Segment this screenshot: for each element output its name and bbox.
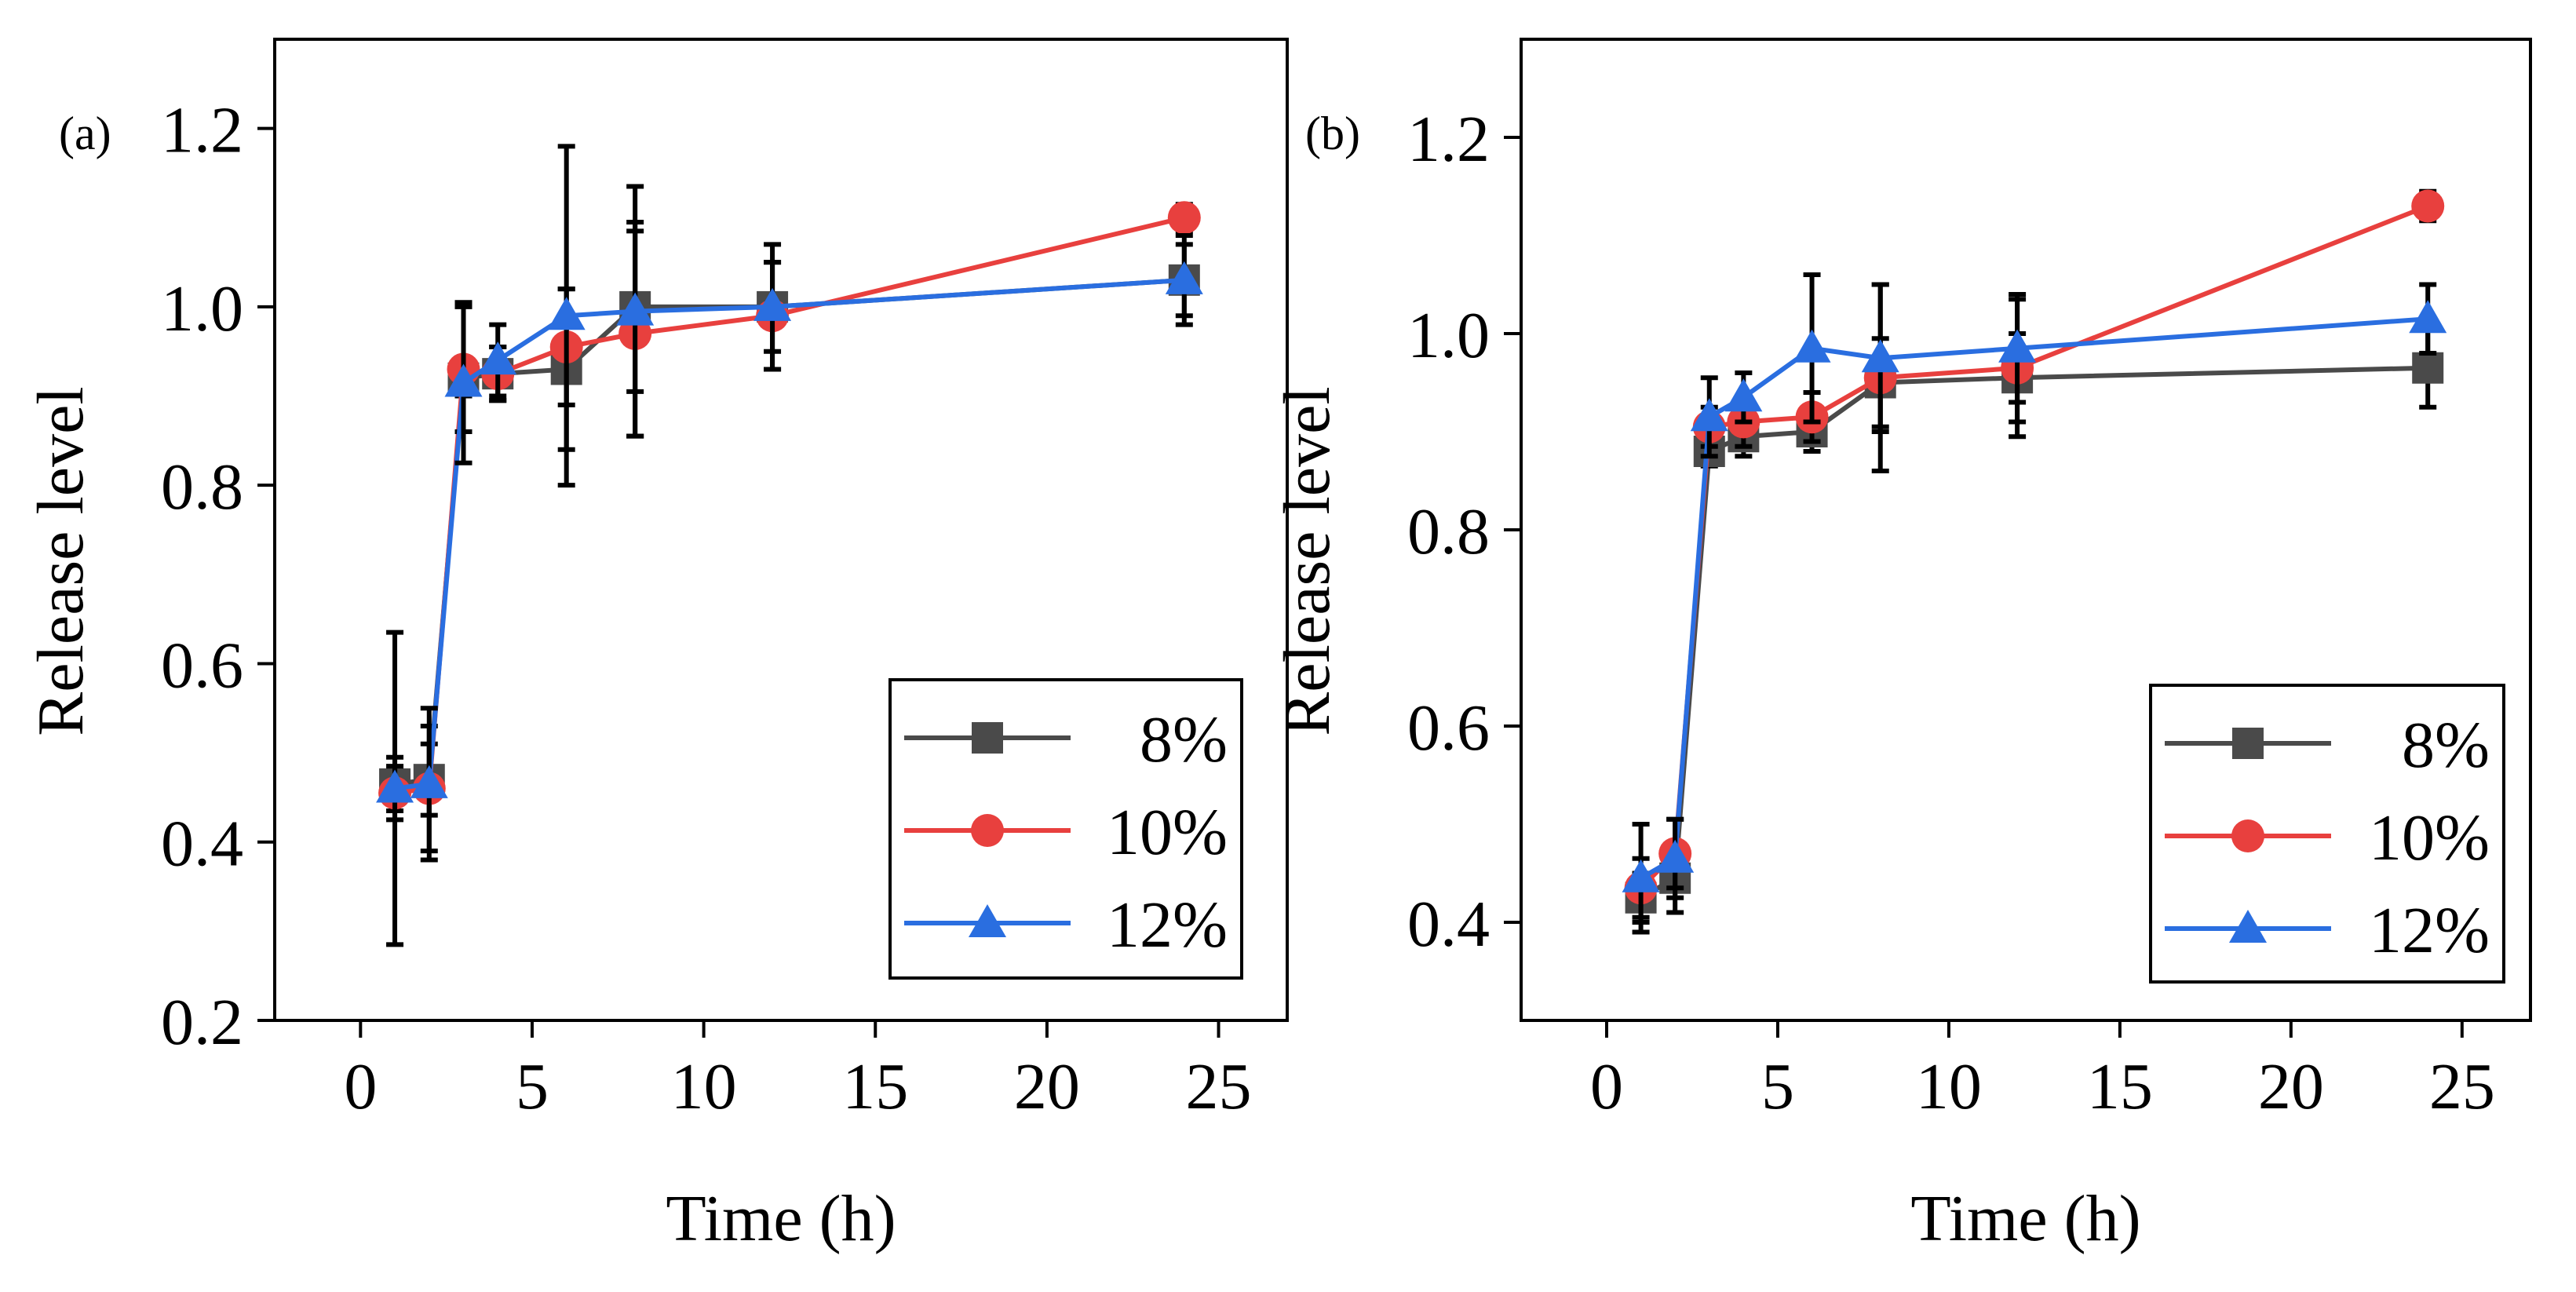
data-point — [547, 297, 586, 330]
data-point — [410, 765, 448, 798]
legend-marker — [969, 904, 1006, 937]
legend-marker — [2229, 910, 2267, 943]
panel-a: 0 5 10 15 20 25 0.2 0.4 0.6 0.8 1.0 1.2 Time (h) Rele… — [24, 38, 1289, 1255]
x-tick-label: 10 — [671, 1050, 737, 1123]
plot-frame — [273, 38, 1289, 1022]
data-point — [444, 363, 483, 397]
legend: 8% 10% 12% — [888, 678, 1243, 980]
x-tick-label: 20 — [2258, 1050, 2324, 1123]
legend-label: 8% — [1140, 703, 1228, 776]
legend-item-10%: 10% — [904, 796, 1228, 869]
x-tick-label: 0 — [1590, 1050, 1623, 1123]
data-point — [1690, 398, 1728, 432]
data-point — [1793, 329, 1831, 363]
data-point — [2412, 352, 2444, 384]
data-point — [1998, 329, 2037, 363]
data-point — [479, 341, 517, 375]
y-tick-label: 0.8 — [161, 451, 243, 524]
y-tick-label: 0.6 — [1407, 692, 1490, 765]
x-tick-label: 5 — [1761, 1050, 1794, 1123]
legend-marker — [972, 722, 1003, 754]
data-point — [1861, 339, 1899, 373]
y-tick-label: 1.0 — [1407, 299, 1490, 372]
data-point — [1656, 839, 1695, 873]
y-tick-label: 1.2 — [1407, 103, 1490, 176]
y-tick-label: 0.2 — [161, 986, 243, 1059]
panel-label: (a) — [59, 108, 111, 159]
data-point — [1165, 261, 1203, 294]
legend-item-8%: 8% — [904, 703, 1228, 776]
data-point — [1167, 201, 1201, 235]
y-axis-label: Release level — [1271, 386, 1344, 735]
y-axis-label: Release level — [24, 386, 97, 735]
data-point — [376, 769, 414, 803]
panel-label: (b) — [1305, 108, 1360, 159]
legend-marker — [2231, 819, 2264, 852]
x-tick-label: 5 — [516, 1050, 549, 1123]
legend-marker — [971, 814, 1004, 847]
series-line — [1640, 316, 2428, 881]
x-tick-label: 15 — [842, 1050, 908, 1123]
series-12% — [1622, 272, 2447, 935]
legend-item-12%: 12% — [2165, 894, 2490, 967]
x-tick-label: 0 — [344, 1050, 377, 1123]
x-tick-label: 20 — [1014, 1050, 1080, 1123]
legend-label: 8% — [2402, 709, 2490, 782]
legend-label: 12% — [1107, 889, 1228, 962]
y-tick-label: 0.4 — [161, 808, 243, 881]
x-tick-label: 15 — [2087, 1050, 2153, 1123]
data-point — [2409, 300, 2447, 334]
data-point — [1622, 859, 1660, 892]
x-axis-label: Time (h) — [666, 1182, 896, 1255]
x-axis-label: Time (h) — [1910, 1182, 2140, 1255]
legend: 8% 10% 12% — [2149, 684, 2505, 984]
legend-label: 10% — [1107, 796, 1228, 869]
y-tick-label: 1.2 — [161, 94, 243, 167]
legend-item-12%: 12% — [904, 889, 1228, 962]
data-point — [753, 287, 792, 321]
data-point — [616, 292, 655, 326]
legend-marker — [2232, 728, 2264, 759]
legend-item-10%: 10% — [2165, 801, 2490, 874]
series-line — [394, 277, 1185, 791]
y-tick-label: 0.6 — [161, 629, 243, 702]
x-tick-label: 25 — [2429, 1050, 2495, 1123]
y-tick-label: 0.4 — [1407, 888, 1490, 961]
x-tick-label: 10 — [1916, 1050, 1982, 1123]
panel-b: 0 5 10 15 20 25 0.4 0.6 0.8 1.0 1.2 Time (h) Release… — [1271, 38, 2532, 1255]
data-point — [1724, 378, 1763, 412]
y-tick-label: 0.8 — [1407, 495, 1490, 568]
y-tick-label: 1.0 — [161, 272, 243, 345]
legend-item-8%: 8% — [2165, 709, 2490, 782]
x-tick-label: 25 — [1186, 1050, 1252, 1123]
data-point — [2411, 189, 2445, 223]
legend-label: 12% — [2369, 894, 2490, 967]
series-12% — [376, 144, 1203, 947]
legend-label: 10% — [2369, 801, 2490, 874]
